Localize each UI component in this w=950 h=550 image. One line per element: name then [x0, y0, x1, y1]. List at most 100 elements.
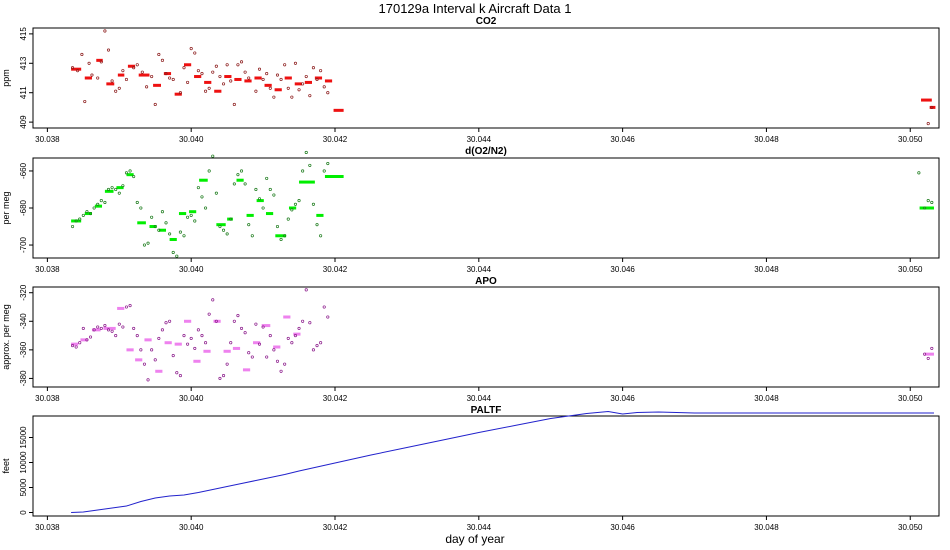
do2n2-data-point [923, 206, 927, 210]
apo-x-tick-label: 30.046 [610, 394, 635, 403]
paltf-y-tick-label: 10000 [19, 451, 28, 474]
do2n2-data-point [286, 217, 290, 221]
do2n2-data-point [229, 217, 233, 221]
do2n2-data-point [930, 200, 934, 204]
do2n2-data-point [917, 171, 921, 175]
do2n2-data-point [243, 182, 247, 186]
co2-data-point [171, 77, 175, 82]
apo-data-point [207, 312, 211, 316]
do2n2-data-point [250, 234, 254, 238]
apo-y-axis-label: approx. per meg [1, 304, 11, 370]
apo-data-point [168, 319, 172, 323]
apo-data-point [326, 315, 330, 319]
apo-data-point [150, 348, 154, 352]
apo-data-point [106, 328, 111, 332]
apo-data-point [78, 341, 82, 345]
apo-data-point [200, 334, 204, 338]
apo-data-point [139, 348, 143, 352]
co2-data-point [232, 102, 236, 107]
do2n2-data-point [103, 200, 107, 204]
apo-x-tick-label: 30.044 [467, 394, 492, 403]
apo-data-point [164, 321, 168, 325]
co2-data-point [70, 66, 75, 70]
do2n2-data-point [239, 169, 244, 173]
do2n2-panel-title: d(O2/N2) [465, 146, 507, 157]
co2-data-point [168, 76, 172, 80]
co2-data-point [322, 85, 326, 89]
co2-data-point [207, 86, 211, 90]
co2-x-tick-label: 30.042 [323, 135, 348, 144]
paltf-y-axis-label: feet [1, 458, 11, 474]
co2-y-axis-label: ppm [1, 69, 11, 87]
apo-data-point [297, 326, 301, 330]
apo-data-point [261, 325, 265, 329]
co2-data-point [178, 91, 182, 95]
apo-data-point [135, 334, 139, 338]
do2n2-data-point [182, 234, 186, 238]
apo-data-point [322, 305, 326, 309]
apo-data-point [117, 322, 121, 326]
do2n2-data-point [175, 254, 179, 258]
co2-x-tick-label: 30.040 [179, 135, 204, 144]
do2n2-data-point [214, 191, 218, 195]
do2n2-data-point [160, 210, 164, 214]
paltf-y-tick-label: 5000 [19, 478, 28, 496]
do2n2-data-point [315, 223, 319, 227]
do2n2-data-point [128, 169, 132, 173]
co2-data-point [90, 73, 94, 77]
do2n2-data-point [319, 234, 323, 238]
do2n2-y-tick-label: -700 [19, 236, 28, 253]
apo-data-point [283, 362, 287, 366]
do2n2-data-point [326, 162, 330, 166]
do2n2-data-point [275, 224, 280, 229]
apo-data-point [275, 359, 280, 363]
apo-data-point [153, 358, 157, 362]
do2n2-data-point [193, 219, 197, 223]
co2-data-point [145, 85, 149, 89]
co2-data-point [160, 58, 164, 62]
co2-data-point [132, 66, 136, 70]
apo-data-point [218, 376, 222, 380]
co2-data-point [926, 122, 930, 126]
do2n2-data-point [178, 230, 182, 234]
do2n2-data-point [218, 224, 222, 229]
apo-data-point [239, 326, 244, 330]
apo-data-point [204, 341, 208, 345]
co2-x-tick-label: 30.044 [467, 135, 492, 144]
apo-data-point [301, 319, 305, 323]
do2n2-segments [71, 173, 934, 241]
do2n2-data-point [311, 202, 315, 206]
apo-data-point [196, 328, 200, 332]
apo-data-point [121, 325, 125, 329]
co2-x-tick-label: 30.050 [898, 135, 923, 144]
co2-data-point [153, 102, 157, 107]
co2-data-point [214, 64, 218, 68]
co2-data-point [211, 70, 215, 74]
do2n2-data-point [322, 169, 326, 173]
co2-data-point [326, 91, 330, 95]
apo-data-point [304, 288, 308, 292]
do2n2-data-point [261, 206, 265, 210]
apo-data-point [160, 328, 164, 332]
co2-y-tick-label: 413 [19, 56, 28, 70]
co2-data-point [87, 61, 91, 65]
apo-x-tick-label: 30.038 [35, 394, 60, 403]
co2-data-point [182, 66, 186, 70]
apo-data-point [81, 326, 85, 330]
do2n2-data-point [272, 193, 276, 197]
co2-panel-title: CO2 [476, 16, 497, 27]
paltf-y-tick-label: 0 [19, 510, 28, 515]
co2-data-point [114, 89, 118, 93]
do2n2-data-point [225, 232, 229, 236]
do2n2-data-point [153, 224, 157, 229]
co2-data-point [221, 82, 226, 86]
do2n2-data-point [132, 174, 136, 179]
do2n2-data-point [254, 187, 258, 192]
figure-title: 170129a Interval k Aircraft Data 1 [379, 1, 572, 16]
apo-axes: 30.038 30.040 30.042 30.044 30.046 30.048 30.0… [19, 284, 923, 403]
do2n2-data-point [926, 199, 930, 203]
co2-y-tick-label: 409 [19, 115, 28, 129]
paltf-x-tick-label: 30.050 [898, 523, 923, 532]
co2-data-point [297, 88, 301, 92]
co2-data-point [124, 77, 129, 82]
